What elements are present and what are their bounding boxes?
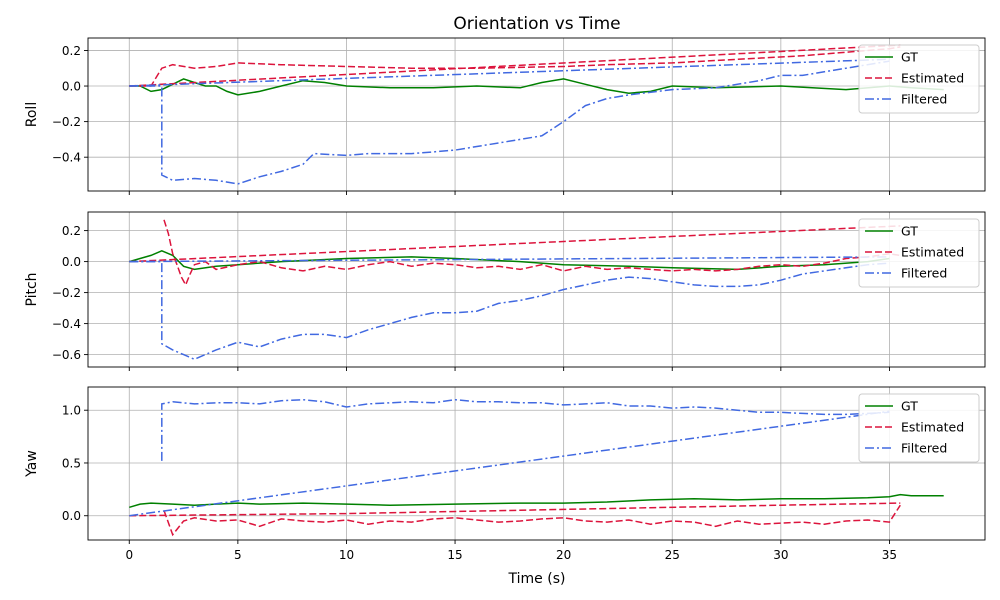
y-tick-label: 0.5	[62, 456, 81, 470]
legend-label-estimated: Estimated	[901, 420, 964, 435]
y-tick-label: 1.0	[62, 404, 81, 418]
legend-box	[858, 44, 980, 114]
y-tick-label: 0.0	[62, 80, 81, 94]
y-tick-label: −0.2	[52, 115, 81, 129]
x-tick-label: 0	[125, 548, 133, 562]
legend-label-gt: GT	[901, 50, 918, 65]
y-tick-label: −0.2	[52, 286, 81, 300]
series-line-estimated	[129, 502, 901, 517]
axes-frame	[87, 211, 986, 368]
series-line-estimated	[129, 225, 901, 263]
legend-label-estimated: Estimated	[901, 71, 964, 86]
y-axis-label: Pitch	[24, 272, 40, 306]
x-tick-label: 10	[339, 548, 354, 562]
series-line-gt	[129, 249, 890, 271]
x-tick-label: 35	[882, 548, 897, 562]
legend-label-filtered: Filtered	[901, 441, 947, 456]
y-tick-label: −0.4	[52, 151, 81, 165]
x-axis-label: Time (s)	[508, 571, 566, 587]
y-tick-label: 0.0	[62, 255, 81, 269]
series-line-filtered	[161, 398, 890, 461]
legend: GT Estimated Filtered	[858, 44, 980, 114]
y-axis-label: Yaw	[24, 450, 40, 478]
legend-label-estimated: Estimated	[901, 245, 964, 260]
y-tick-label: 0.2	[62, 224, 81, 238]
axes-frame	[87, 386, 986, 541]
y-axis-label: Roll	[24, 102, 40, 127]
series-line-filtered	[129, 58, 890, 87]
legend: GT Estimated Filtered	[858, 218, 980, 288]
series-line-filtered	[129, 410, 890, 517]
series-line-gt	[129, 493, 944, 509]
series-line-estimated	[129, 44, 901, 87]
legend-box	[858, 393, 980, 463]
y-tick-label: −0.6	[52, 348, 81, 362]
x-tick-label: 30	[773, 548, 788, 562]
y-tick-label: 0.0	[62, 509, 81, 523]
legend-label-filtered: Filtered	[901, 266, 947, 281]
axes-frame	[87, 37, 986, 192]
series-line-estimated	[129, 46, 901, 87]
subplot-pitch: 0.2 0.0 −0.2 −0.4 −0.6 Pitch GT Estimated Filter…	[24, 211, 986, 371]
legend-label-filtered: Filtered	[901, 92, 947, 107]
chart-title: Orientation vs Time	[453, 14, 620, 34]
subplot-roll: 0.2 0.0 −0.2 −0.4 Roll GT Estimated Filtered	[24, 37, 986, 195]
legend-label-gt: GT	[901, 399, 918, 414]
subplot-yaw: 0 5 10 15 20 25 30 35 1.0 0.5 0.0 Yaw GT Estimated Fil…	[24, 386, 986, 562]
y-tick-label: 0.2	[62, 44, 81, 58]
x-tick-label: 5	[234, 548, 242, 562]
x-tick-label: 25	[665, 548, 680, 562]
legend-box	[858, 218, 980, 288]
series-line-gt	[129, 78, 944, 96]
x-tick-label: 20	[556, 548, 571, 562]
series-line-filtered	[129, 60, 890, 185]
x-tick-label: 15	[447, 548, 462, 562]
legend: GT Estimated Filtered	[858, 393, 980, 463]
series-line-filtered	[129, 256, 890, 263]
series-line-estimated	[163, 504, 901, 537]
series-line-filtered	[129, 260, 890, 361]
legend-label-gt: GT	[901, 224, 918, 239]
series-line-estimated	[163, 219, 901, 287]
y-tick-label: −0.4	[52, 317, 81, 331]
